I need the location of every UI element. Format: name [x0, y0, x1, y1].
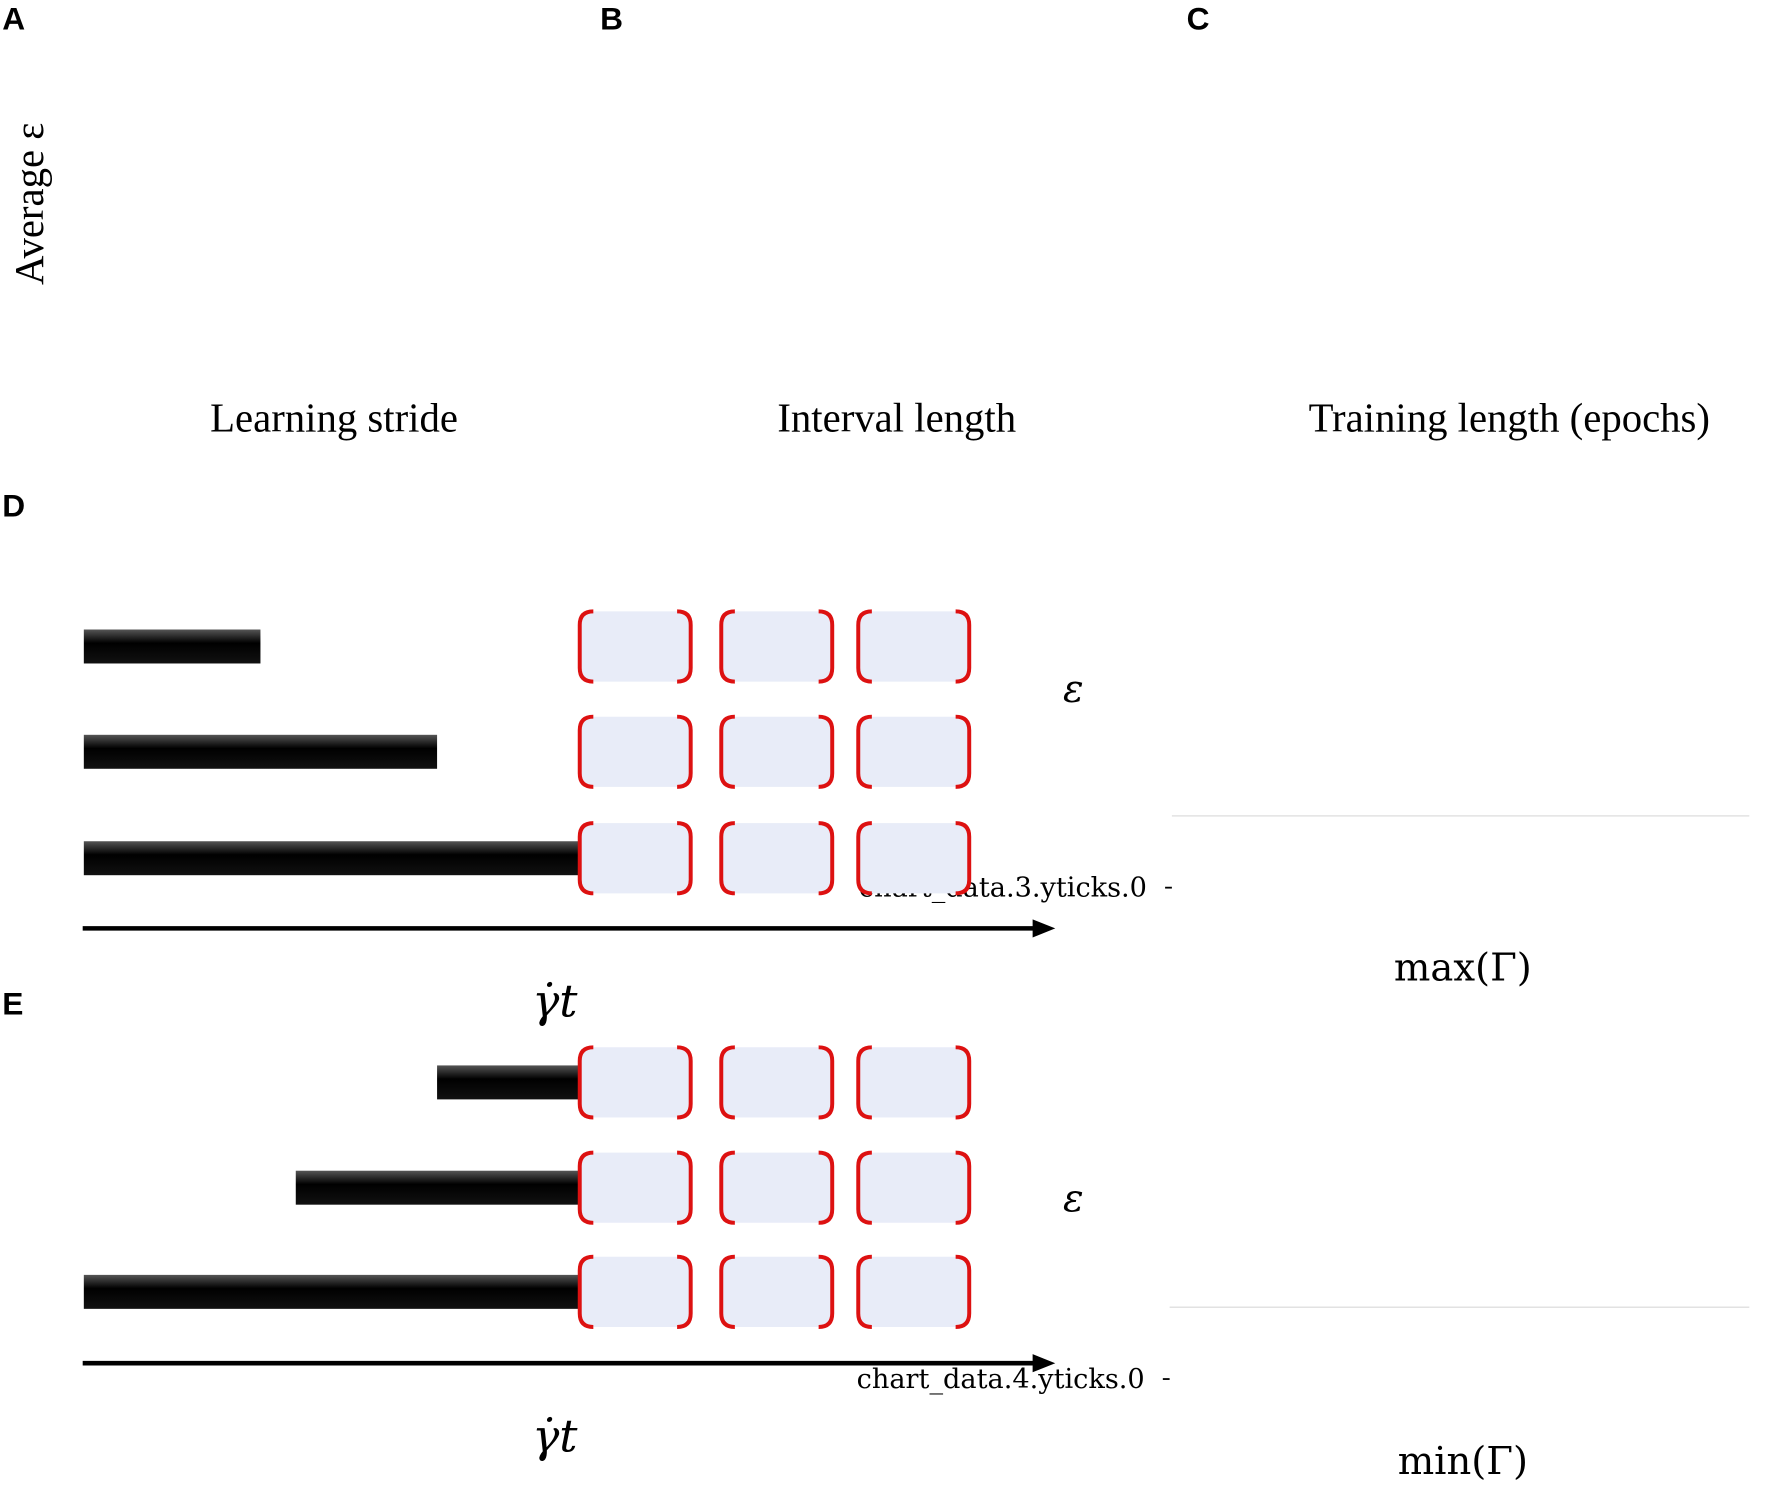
e-bracket-right	[955, 1045, 972, 1120]
e-ylabel: ε	[1063, 1176, 1084, 1221]
d-time-label: γ̇t	[532, 975, 578, 1028]
e-bracket-right	[676, 1254, 693, 1329]
d-bracket-right	[676, 714, 693, 789]
d-gamma-bar	[83, 629, 261, 664]
e-bracket-left	[719, 1045, 735, 1120]
panel-label-b: B	[600, 0, 623, 36]
e-window-box-1	[579, 1047, 691, 1118]
d-bracket-left	[856, 714, 872, 789]
d-bracket-right	[818, 609, 835, 684]
e-bracket-right	[818, 1045, 835, 1120]
a-ylabel: Average ε	[7, 123, 52, 285]
panel-label-a: A	[2, 0, 25, 36]
e-bracket-left	[577, 1150, 594, 1225]
c-xlabel: Training length (epochs)	[1309, 395, 1710, 440]
panel-label-e: E	[2, 985, 23, 1021]
e-bracket-right	[955, 1254, 972, 1329]
e-window-box-1	[579, 1152, 691, 1223]
e-bracket-left	[719, 1254, 735, 1329]
d-bracket-right	[818, 821, 835, 896]
e-bracket-left	[856, 1254, 872, 1329]
e-time-axis-arrowhead	[1032, 1354, 1056, 1373]
d-window-box-3	[858, 823, 970, 894]
e-gamma-bar	[83, 1274, 579, 1309]
d-bracket-right	[676, 821, 693, 896]
e-bracket-right	[818, 1150, 835, 1225]
e-bracket-left	[856, 1150, 872, 1225]
d-window-box-1	[579, 823, 691, 894]
e-bracket-left	[577, 1045, 594, 1120]
e-window-box-2	[721, 1047, 833, 1118]
e-window-box-2	[721, 1256, 833, 1327]
e-time-label: γ̇t	[532, 1410, 578, 1463]
d-bracket-left	[577, 714, 594, 789]
d-window-box-1	[579, 611, 691, 682]
e-xlabel: min(Γ)	[1398, 1439, 1528, 1484]
e-bracket-left	[856, 1045, 872, 1120]
d-bracket-right	[955, 821, 972, 896]
d-window-box-2	[721, 611, 833, 682]
d-gamma-bar	[83, 734, 438, 769]
d-bracket-right	[955, 714, 972, 789]
e-ytick-label: chart_data.4.yticks.0	[857, 1364, 1145, 1395]
e-bracket-left	[719, 1150, 735, 1225]
d-bracket-left	[719, 609, 735, 684]
e-bracket-right	[818, 1254, 835, 1329]
e-bracket-left	[577, 1254, 594, 1329]
d-xlabel: max(Γ)	[1394, 946, 1532, 991]
d-gamma-bar	[83, 841, 579, 876]
e-gamma-bar	[437, 1065, 579, 1100]
d-bracket-left	[719, 821, 735, 896]
d-bracket-right	[676, 609, 693, 684]
d-time-axis-arrowhead	[1032, 919, 1056, 938]
figure-content: chart_data.3.yticks.0chart_data.4.yticks…	[82, 609, 1750, 1395]
e-window-box-3	[858, 1047, 970, 1118]
d-window-box-2	[721, 716, 833, 787]
d-bracket-left	[577, 609, 594, 684]
e-window-box-3	[858, 1152, 970, 1223]
d-bracket-left	[856, 609, 872, 684]
d-bracket-left	[856, 821, 872, 896]
e-window-box-1	[579, 1256, 691, 1327]
a-xlabel: Learning stride	[210, 395, 458, 440]
d-ylabel: ε	[1063, 667, 1084, 712]
d-window-box-2	[721, 823, 833, 894]
d-window-box-1	[579, 716, 691, 787]
e-gamma-bar	[295, 1170, 579, 1205]
d-bracket-right	[818, 714, 835, 789]
panel-label-d: D	[2, 487, 25, 523]
d-bracket-left	[577, 821, 594, 896]
e-bracket-right	[676, 1150, 693, 1225]
d-window-box-3	[858, 611, 970, 682]
d-window-box-3	[858, 716, 970, 787]
e-window-box-3	[858, 1256, 970, 1327]
e-window-box-2	[721, 1152, 833, 1223]
b-xlabel: Interval length	[777, 395, 1016, 440]
d-bracket-left	[719, 714, 735, 789]
e-bracket-right	[676, 1045, 693, 1120]
d-bracket-right	[955, 609, 972, 684]
e-bracket-right	[955, 1150, 972, 1225]
panel-label-c: C	[1187, 0, 1210, 36]
